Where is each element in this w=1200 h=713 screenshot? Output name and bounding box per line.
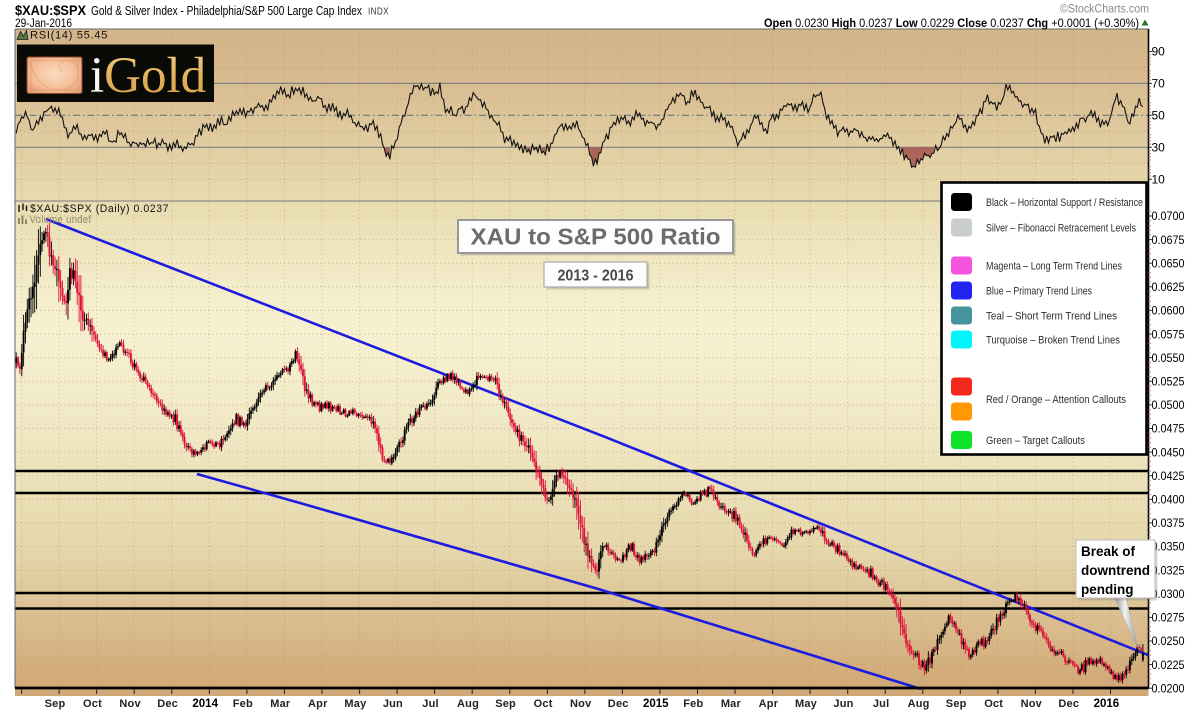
svg-text:Jul: Jul <box>873 698 890 710</box>
svg-text:0.0350: 0.0350 <box>1152 540 1185 554</box>
svg-text:RSI(14) 55.45: RSI(14) 55.45 <box>30 30 108 42</box>
svg-text:Oct: Oct <box>83 698 102 710</box>
svg-text:0.0700: 0.0700 <box>1152 209 1185 223</box>
svg-text:Feb: Feb <box>233 698 253 710</box>
svg-text:Sep: Sep <box>495 698 516 710</box>
svg-text:2015: 2015 <box>643 698 669 710</box>
svg-text:Mar: Mar <box>721 698 742 710</box>
svg-text:Black – Horizontal Support / R: Black – Horizontal Support / Resistance <box>986 197 1143 209</box>
svg-text:0.0275: 0.0275 <box>1152 611 1185 625</box>
svg-text:Aug: Aug <box>457 698 479 710</box>
svg-text:0.0250: 0.0250 <box>1152 634 1185 648</box>
svg-text:Green – Target Callouts: Green – Target Callouts <box>986 435 1085 447</box>
svg-text:$XAU:$SPX: $XAU:$SPX <box>15 2 87 18</box>
svg-text:Sep: Sep <box>45 698 66 710</box>
svg-text:May: May <box>795 698 818 710</box>
svg-text:Nov: Nov <box>119 698 141 710</box>
svg-text:Jul: Jul <box>422 698 439 710</box>
svg-text:10: 10 <box>1152 172 1166 186</box>
svg-text:0.0225: 0.0225 <box>1152 658 1185 672</box>
svg-text:Dec: Dec <box>608 698 629 710</box>
svg-text:Mar: Mar <box>270 698 291 710</box>
svg-text:Open 0.0230 High 0.0237 Low 0.: Open 0.0230 High 0.0237 Low 0.0229 Close… <box>764 18 1139 30</box>
svg-text:0.0475: 0.0475 <box>1152 422 1185 436</box>
svg-text:0.0550: 0.0550 <box>1152 351 1185 365</box>
svg-text:70: 70 <box>1152 77 1166 91</box>
svg-text:29-Jan-2016: 29-Jan-2016 <box>15 18 72 30</box>
svg-text:iGold: iGold <box>90 48 206 104</box>
svg-text:2016: 2016 <box>1094 698 1120 710</box>
svg-text:May: May <box>344 698 367 710</box>
svg-text:©StockCharts.com: ©StockCharts.com <box>1060 4 1149 16</box>
svg-text:Aug: Aug <box>908 698 930 710</box>
svg-text:0.0525: 0.0525 <box>1152 375 1185 389</box>
svg-text:Dec: Dec <box>1058 698 1079 710</box>
svg-text:Blue – Primary Trend Lines: Blue – Primary Trend Lines <box>986 286 1092 298</box>
svg-text:0.0400: 0.0400 <box>1152 493 1185 507</box>
svg-text:Break of: Break of <box>1081 544 1136 559</box>
svg-text:2014: 2014 <box>192 698 218 710</box>
svg-text:Turquoise – Broken Trend Lines: Turquoise – Broken Trend Lines <box>986 335 1120 347</box>
svg-text:downtrend: downtrend <box>1081 563 1150 578</box>
svg-text:XAU to S&P 500 Ratio: XAU to S&P 500 Ratio <box>471 224 721 250</box>
svg-text:0.0575: 0.0575 <box>1152 327 1185 341</box>
svg-text:Dec: Dec <box>157 698 178 710</box>
svg-text:INDX: INDX <box>368 6 389 18</box>
svg-text:Jun: Jun <box>383 698 403 710</box>
svg-text:0.0625: 0.0625 <box>1152 280 1185 294</box>
svg-text:Gold & Silver Index - Philadel: Gold & Silver Index - Philadelphia/S&P 5… <box>91 4 363 18</box>
svg-text:Oct: Oct <box>984 698 1003 710</box>
svg-text:0.0500: 0.0500 <box>1152 398 1185 412</box>
svg-text:Jun: Jun <box>833 698 853 710</box>
svg-text:Apr: Apr <box>759 698 779 710</box>
svg-text:Nov: Nov <box>1021 698 1043 710</box>
svg-text:0.0200: 0.0200 <box>1152 681 1185 695</box>
svg-text:Silver – Fibonacci Retracement: Silver – Fibonacci Retracement Levels <box>986 223 1136 235</box>
svg-text:Oct: Oct <box>534 698 553 710</box>
svg-text:Apr: Apr <box>308 698 328 710</box>
svg-text:Red / Orange – Attention Callo: Red / Orange – Attention Callouts <box>986 394 1126 406</box>
svg-text:0.0450: 0.0450 <box>1152 445 1185 459</box>
svg-text:pending: pending <box>1081 582 1134 597</box>
svg-text:0.0675: 0.0675 <box>1152 233 1185 247</box>
svg-text:Teal – Short Term Trend Lines: Teal – Short Term Trend Lines <box>986 311 1117 323</box>
svg-text:Sep: Sep <box>946 698 967 710</box>
svg-text:Feb: Feb <box>683 698 703 710</box>
svg-text:2013 - 2016: 2013 - 2016 <box>558 268 634 285</box>
svg-text:Nov: Nov <box>570 698 592 710</box>
svg-text:$XAU:$SPX (Daily) 0.0237: $XAU:$SPX (Daily) 0.0237 <box>30 203 169 215</box>
svg-text:0.0300: 0.0300 <box>1152 587 1185 601</box>
svg-text:90: 90 <box>1152 45 1166 59</box>
svg-text:Magenta – Long Term Trend Line: Magenta – Long Term Trend Lines <box>986 261 1122 273</box>
svg-text:0.0375: 0.0375 <box>1152 516 1185 530</box>
svg-text:50: 50 <box>1152 109 1166 123</box>
svg-text:0.0650: 0.0650 <box>1152 256 1185 270</box>
svg-text:0.0325: 0.0325 <box>1152 563 1185 577</box>
svg-text:0.0600: 0.0600 <box>1152 304 1185 318</box>
svg-text:Volume undef: Volume undef <box>30 214 92 226</box>
svg-text:30: 30 <box>1152 141 1166 155</box>
svg-text:0.0425: 0.0425 <box>1152 469 1185 483</box>
